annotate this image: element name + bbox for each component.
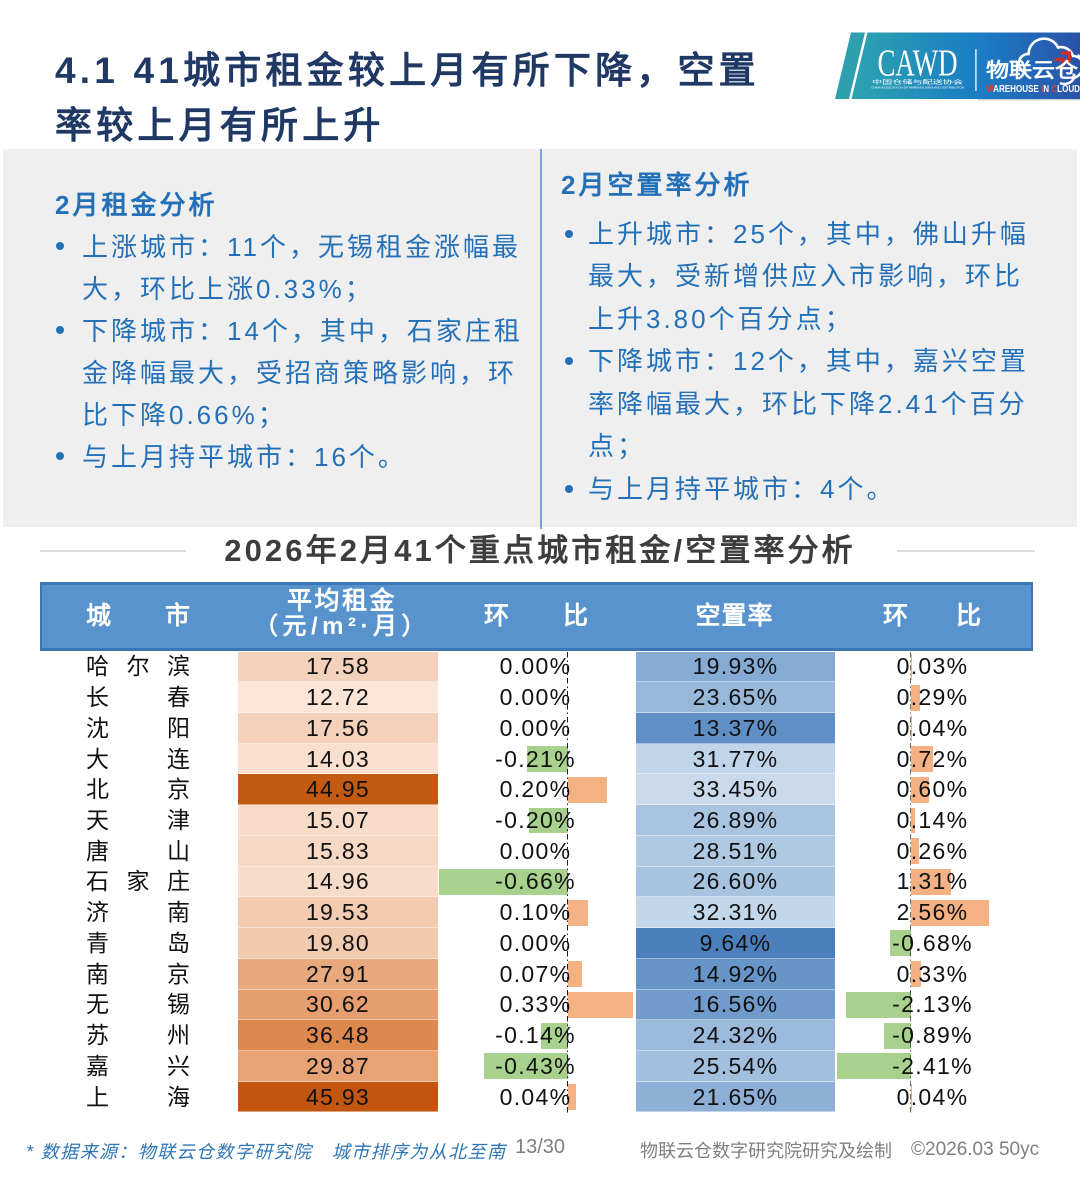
svg-text:中国仓储与配送协会: 中国仓储与配送协会 [872, 78, 963, 86]
svg-text:CHINA ASSOCIATION OF WAREHOUSI: CHINA ASSOCIATION OF WAREHOUSING AND DIS… [871, 86, 964, 90]
svg-text:物联云仓: 物联云仓 [986, 58, 1079, 82]
svg-text:WAREHOUSE IN CLOUD: WAREHOUSE IN CLOUD [986, 83, 1080, 95]
svg-text:CAWD: CAWD [878, 43, 958, 85]
